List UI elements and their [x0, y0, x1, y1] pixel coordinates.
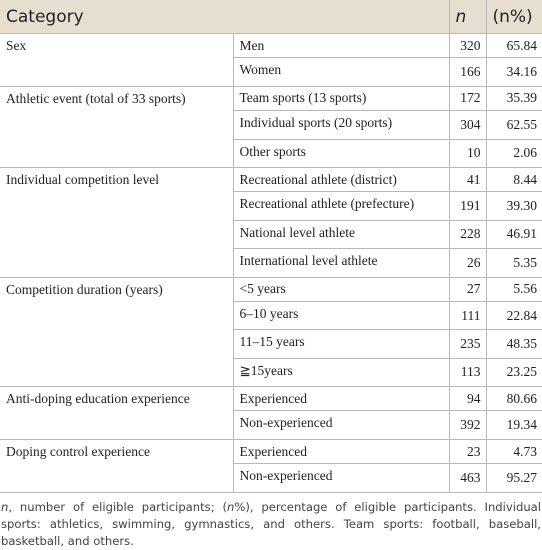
- note-text: , number of eligible participants; (: [8, 499, 227, 514]
- note-text: n: [1, 499, 9, 514]
- count-cell: 191: [448, 191, 487, 221]
- percent-cell: 5.35: [485, 248, 542, 278]
- note-text: n: [227, 499, 235, 514]
- percent-cell: 39.30: [485, 191, 542, 221]
- percent-cell: 5.56: [485, 276, 542, 302]
- table-body: Sex Men 320 65.84 Women 166 34.16 Athletic even…: [0, 32, 542, 493]
- table-row: Individual sports (20 sports) 304 62.55: [0, 110, 542, 140]
- header-cell: n: [448, 0, 486, 34]
- count-cell: 111: [448, 300, 487, 331]
- category-cell: Competition duration (years): [0, 276, 234, 388]
- subcategory-cell: Other sports: [233, 138, 450, 168]
- percent-cell: 23.25: [485, 357, 542, 388]
- table-row: Sex Men 320 65.84: [0, 32, 542, 87]
- percent-cell: 19.34: [485, 410, 542, 440]
- percent-cell: 2.06: [485, 138, 542, 168]
- percent-cell: 46.91: [485, 219, 542, 250]
- percent-cell: 8.44: [485, 166, 542, 193]
- subcategory-cell: Team sports (13 sports): [232, 85, 450, 112]
- percent-cell: 65.84: [485, 32, 542, 59]
- subcategory-cell: Individual sports (20 sports): [233, 110, 450, 140]
- count-cell: 172: [448, 85, 487, 112]
- table-row: Individual competition level Recreational…: [0, 166, 542, 278]
- category-cell: Athletic event (total of 33 sports): [0, 85, 234, 168]
- data-table: Category n (n%) Sex Men 320 65.84 Women 166 34…: [0, 0, 542, 493]
- subcategory-cell: <5 years: [232, 276, 450, 302]
- subcategory-cell: Men: [232, 32, 450, 59]
- subcategory-cell: Women: [233, 57, 450, 87]
- category-cell: Sex: [0, 33, 234, 87]
- percent-cell: 35.39: [485, 85, 542, 112]
- count-cell: 10: [448, 138, 487, 168]
- count-cell: 113: [448, 357, 487, 388]
- subcategory-cell: National level athlete: [233, 219, 450, 250]
- header-cell: Category: [0, 0, 449, 34]
- category-cell: Anti-doping education experience: [0, 386, 234, 440]
- count-cell: 304: [448, 110, 487, 140]
- subcategory-cell: ≧15years: [233, 357, 450, 388]
- count-cell: 320: [448, 32, 487, 59]
- header-cell: (n%): [485, 0, 542, 34]
- count-cell: 463: [448, 463, 487, 493]
- count-cell: 392: [448, 410, 487, 440]
- header-row: Category n (n%): [0, 0, 542, 34]
- subcategory-cell: Non-experienced: [233, 410, 450, 440]
- percent-cell: 4.73: [485, 438, 542, 465]
- count-cell: 94: [448, 386, 487, 412]
- count-cell: 41: [448, 166, 487, 193]
- table-row: Competition duration (years) <5 years 27 5.…: [0, 276, 542, 388]
- subcategory-cell: 6–10 years: [233, 300, 450, 331]
- count-cell: 26: [448, 248, 487, 278]
- table-row: Women 166 34.16: [0, 57, 542, 87]
- percent-cell: 34.16: [485, 57, 542, 87]
- table-row: Non-experienced 463 95.27: [0, 463, 542, 493]
- subcategory-cell: Experienced: [232, 438, 450, 465]
- table-row: ≧15years 113 23.25: [0, 357, 542, 388]
- percent-cell: 62.55: [485, 110, 542, 140]
- percent-cell: 22.84: [485, 300, 542, 331]
- count-cell: 27: [448, 276, 487, 302]
- table-row: Recreational athlete (prefecture) 191 39.3…: [0, 191, 542, 221]
- table-row: Non-experienced 392 19.34: [0, 410, 542, 440]
- category-cell: Individual competition level: [0, 166, 234, 278]
- table-row: Anti-doping education experience Experien…: [0, 386, 542, 440]
- subcategory-cell: Experienced: [232, 386, 450, 412]
- footnote: n, number of eligible participants; (n%)…: [1, 499, 541, 550]
- subcategory-cell: Recreational athlete (district): [232, 166, 450, 193]
- subcategory-cell: 11–15 years: [233, 329, 450, 359]
- percent-cell: 80.66: [485, 386, 542, 412]
- table-row: Doping control experience Experienced 23 4.…: [0, 438, 542, 493]
- subcategory-cell: Recreational athlete (prefecture): [233, 191, 450, 221]
- table-row: Athletic event (total of 33 sports) Team …: [0, 85, 542, 168]
- count-cell: 228: [448, 219, 487, 250]
- count-cell: 235: [448, 329, 487, 359]
- table-row: 11–15 years 235 48.35: [0, 329, 542, 359]
- subcategory-cell: Non-experienced: [233, 463, 450, 493]
- table-row: 6–10 years 111 22.84: [0, 300, 542, 331]
- subcategory-cell: International level athlete: [233, 248, 450, 278]
- count-cell: 23: [448, 438, 487, 465]
- category-cell: Doping control experience: [0, 438, 234, 493]
- percent-cell: 48.35: [485, 329, 542, 359]
- count-cell: 166: [448, 57, 487, 87]
- percent-cell: 95.27: [485, 463, 542, 493]
